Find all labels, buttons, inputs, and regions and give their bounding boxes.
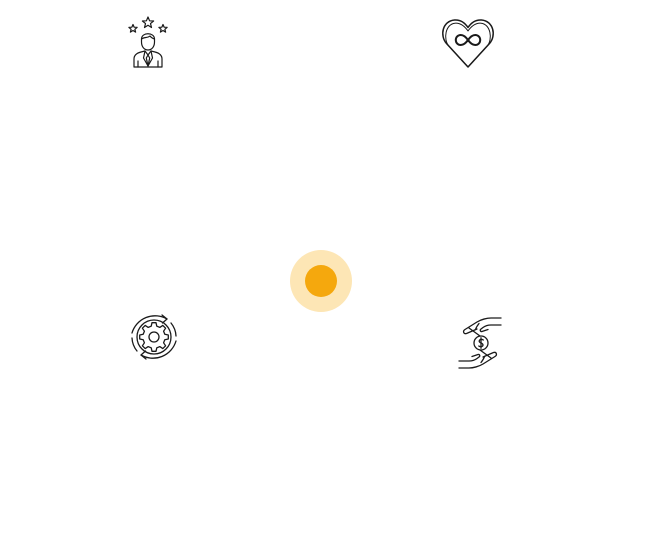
gear-cycle-icon (126, 309, 182, 365)
center-hotspot[interactable] (290, 250, 352, 312)
infinity-heart-icon (440, 16, 496, 70)
person-with-stars-icon (124, 16, 172, 68)
hands-holding-coin-icon (457, 314, 503, 372)
hotspot-core (305, 265, 337, 297)
